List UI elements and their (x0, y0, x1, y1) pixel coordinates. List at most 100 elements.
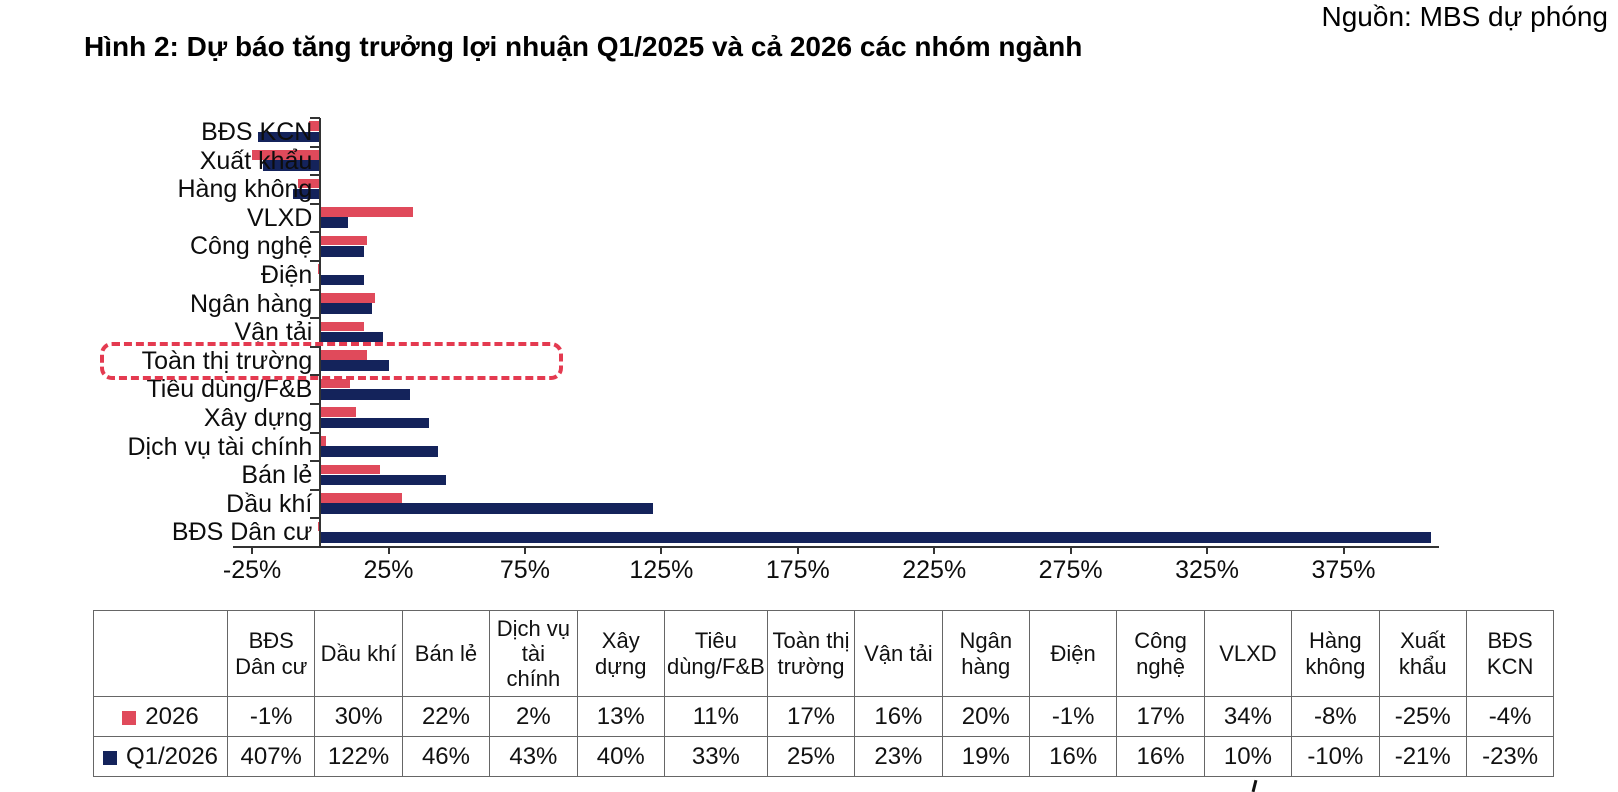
data-table-wrap: BĐS Dân cư Dầu khí Bán lẻ Dịch vụ tài chính… (93, 610, 1555, 777)
table-cell: -8% (1291, 696, 1380, 737)
x-axis-tick (251, 547, 254, 554)
source-note: Nguồn: MBS dự phóng (1321, 1, 1608, 32)
y-axis-tick (310, 260, 321, 262)
y-axis-tick (310, 374, 321, 377)
x-axis-tick-label: 125% (629, 556, 694, 584)
y-axis-tick (310, 317, 321, 320)
table-cell: -1% (226, 696, 316, 737)
table-cell: 40% (576, 736, 665, 777)
x-axis-tick-label: 175% (765, 556, 830, 584)
bar-2026 (320, 436, 326, 446)
x-axis-tick-label: 75% (499, 556, 550, 584)
table-cell: 33% (663, 736, 768, 777)
table-cell: 11% (663, 696, 768, 737)
table-header-cell: Dịch vụ tài chính (489, 610, 578, 697)
legend-label: 2026 (145, 702, 199, 730)
table-header-cell: Vận tải (854, 610, 943, 697)
bar-2026 (320, 350, 367, 360)
table-cell: -23% (1465, 736, 1555, 777)
bar-q1-2026 (320, 303, 373, 314)
bar-2026 (320, 207, 414, 217)
category-label: Xây dựng (203, 404, 313, 432)
bar-2026 (252, 150, 321, 160)
y-axis-line (319, 118, 322, 547)
table-cell: 16% (1028, 736, 1118, 777)
bar-q1-2026 (320, 389, 411, 400)
y-axis-tick (310, 460, 321, 463)
bar-q1-2026 (320, 274, 364, 286)
category-label: Ngân hàng (189, 289, 313, 318)
table-row-label: 2026 (93, 696, 228, 737)
bar-q1-2026 (320, 474, 446, 486)
y-axis-tick (310, 345, 321, 348)
table-cell: 46% (401, 736, 491, 777)
bar-2026 (309, 121, 321, 131)
x-axis-tick (387, 547, 390, 554)
table-cell: 30% (314, 696, 403, 737)
table-header-cell: VLXD (1203, 610, 1293, 697)
x-axis-tick-label: 275% (1038, 556, 1103, 584)
category-label: Toàn thị trường (141, 346, 313, 375)
table-header-cell: Toàn thị trường (766, 610, 856, 697)
bar-q1-2026 (320, 417, 430, 429)
x-axis-tick-label: 225% (902, 556, 967, 584)
table-cell: -10% (1291, 736, 1380, 777)
bar-2026 (298, 178, 321, 189)
category-label: VLXD (247, 203, 313, 232)
x-axis-tick (523, 547, 526, 554)
x-axis-tick (1206, 547, 1209, 554)
table-cell: 16% (1116, 736, 1205, 777)
category-label: Bán lẻ (241, 461, 313, 490)
bar-q1-2026 (320, 217, 348, 228)
bar-q1-2026 (320, 360, 389, 371)
bar-q1-2026 (263, 160, 321, 171)
table-header-cell: BĐS Dân cư (226, 610, 316, 697)
table-header-cell: Dầu khí (314, 610, 403, 697)
bar-q1-2026 (320, 331, 384, 343)
legend-swatch-q1-2026 (102, 750, 117, 765)
bar-q1-2026 (257, 131, 321, 143)
table-cell: 13% (576, 696, 665, 737)
y-axis-tick (310, 202, 321, 205)
table-cell: -1% (1028, 696, 1118, 737)
table-header-cell: Xây dựng (576, 610, 665, 697)
legend-label: Q1/2026 (125, 742, 219, 770)
bar-2026 (320, 293, 375, 303)
bar-2026 (320, 321, 364, 332)
table-cell: 22% (401, 696, 491, 737)
y-axis-tick (310, 431, 321, 434)
category-label: Xuất khẩu (199, 146, 313, 175)
table-corner-cell (93, 610, 228, 697)
bar-2026 (320, 235, 367, 246)
category-label: Điện (260, 261, 313, 289)
table-cell: 17% (766, 696, 856, 737)
x-axis-tick (1342, 547, 1345, 554)
table-header-cell: Xuất khẩu (1378, 610, 1467, 697)
table-header-cell: Hàng không (1291, 610, 1380, 697)
x-axis-tick (796, 547, 799, 554)
x-axis-tick (660, 547, 663, 554)
bar-2026 (320, 407, 356, 417)
category-label: Dầu khí (226, 489, 313, 518)
x-axis-tick-label: 25% (363, 556, 414, 584)
x-axis-tick-label: 375% (1311, 556, 1376, 584)
x-axis-tick (933, 547, 936, 554)
legend-swatch-2026 (122, 710, 137, 725)
x-axis-line (233, 546, 1439, 548)
category-label: Tiêu dùng/F&B (146, 375, 313, 404)
table-cell: 23% (854, 736, 943, 777)
table-cell: -25% (1378, 696, 1467, 737)
y-axis-tick (310, 174, 321, 177)
x-axis-tick-label: -25% (222, 556, 282, 584)
category-label: Công nghệ (189, 232, 313, 261)
highlight-box-to-n-th-tr-ng (100, 341, 563, 380)
category-label: Dịch vụ tài chính (127, 432, 313, 461)
y-axis-tick (310, 403, 321, 405)
table-cell: 16% (854, 696, 943, 737)
table-header-cell: Tiêu dùng/F&B (663, 610, 768, 697)
x-axis-tick-label: 325% (1175, 556, 1240, 584)
y-axis-tick (310, 145, 321, 148)
table-cell: 122% (314, 736, 403, 777)
table-header-cell: Ngân hàng (941, 610, 1030, 697)
